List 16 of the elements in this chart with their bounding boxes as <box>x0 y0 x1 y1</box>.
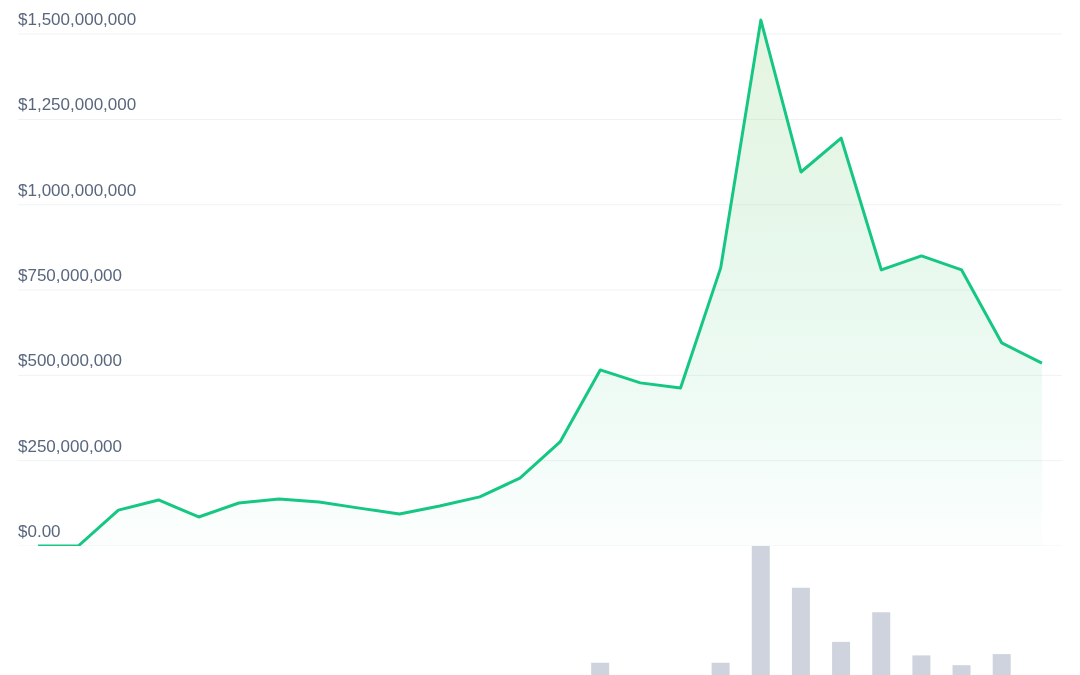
bar <box>832 641 851 675</box>
bar <box>591 662 610 675</box>
bar <box>992 654 1011 675</box>
bar <box>952 665 971 675</box>
bar <box>751 546 770 675</box>
bar <box>912 655 931 675</box>
y-tick-label: $1,500,000,000 <box>18 10 137 30</box>
y-tick-label: $0.00 <box>18 522 61 541</box>
bar <box>872 612 891 675</box>
y-tick-label: $250,000,000 <box>18 436 122 456</box>
y-tick-label: $1,250,000,000 <box>18 95 137 115</box>
bar <box>711 662 730 675</box>
y-tick-label: $500,000,000 <box>18 351 122 371</box>
bar <box>791 587 810 675</box>
y-tick-label: $1,000,000,000 <box>18 180 137 200</box>
y-tick-label: $750,000,000 <box>18 266 122 286</box>
